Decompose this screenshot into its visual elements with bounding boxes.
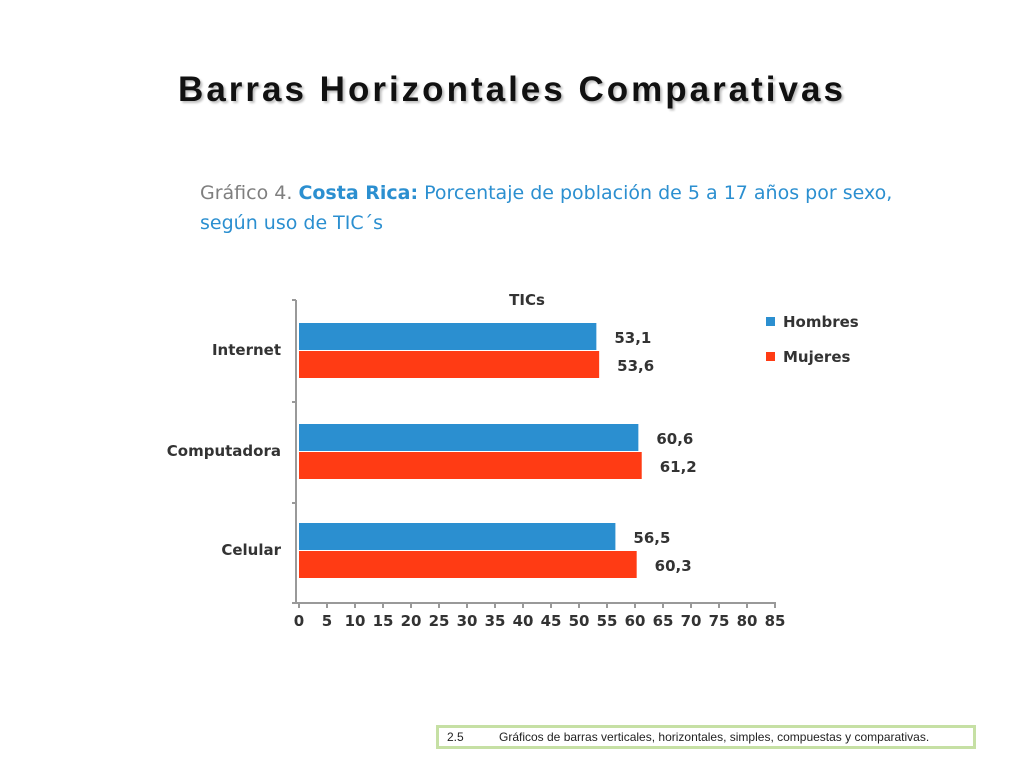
chart-heading-line1: Gráfico 4. Costa Rica: Porcentaje de pob… (200, 178, 900, 208)
x-tick-label-55: 55 (597, 612, 618, 630)
x-tick-label-15: 15 (373, 612, 394, 630)
chart-heading-subject: Porcentaje de población de 5 a 17 años p… (418, 182, 893, 204)
category-label-1: Computadora (167, 442, 281, 460)
x-tick-label-70: 70 (681, 612, 702, 630)
legend-label-hombres: Hombres (783, 313, 859, 331)
x-tick-label-35: 35 (485, 612, 506, 630)
x-tick-label-40: 40 (513, 612, 534, 630)
legend-label-mujeres: Mujeres (783, 348, 850, 366)
value-label-hombres-0: 53,1 (614, 329, 651, 347)
bar-hombres-0 (299, 323, 597, 350)
bar-mujeres-2 (299, 551, 637, 578)
x-tick-label-25: 25 (429, 612, 450, 630)
legend-swatch-mujeres (766, 352, 775, 361)
x-tick-label-20: 20 (401, 612, 422, 630)
x-tick-label-10: 10 (345, 612, 366, 630)
value-label-hombres-1: 60,6 (656, 430, 693, 448)
chart-heading-country: Costa Rica: (298, 182, 419, 204)
value-label-mujeres-0: 53,6 (617, 357, 654, 375)
x-tick-label-5: 5 (322, 612, 332, 630)
x-tick-label-75: 75 (709, 612, 730, 630)
value-label-mujeres-2: 60,3 (655, 557, 692, 575)
bar-hombres-1 (299, 424, 639, 451)
legend-swatch-hombres (766, 317, 775, 326)
slide-title: Barras Horizontales Comparativas (178, 70, 846, 109)
bar-mujeres-0 (299, 351, 600, 378)
section-description: Gráficos de barras verticales, horizonta… (499, 730, 930, 744)
x-tick-label-60: 60 (625, 612, 646, 630)
x-tick-label-45: 45 (541, 612, 562, 630)
category-label-2: Celular (221, 541, 281, 559)
bar-mujeres-1 (299, 452, 642, 479)
chart-heading: Gráfico 4. Costa Rica: Porcentaje de pob… (200, 178, 900, 238)
category-label-0: Internet (212, 341, 281, 359)
bar-hombres-2 (299, 523, 616, 550)
section-footer: 2.5 Gráficos de barras verticales, horiz… (436, 725, 976, 749)
x-tick-label-30: 30 (457, 612, 478, 630)
value-label-hombres-2: 56,5 (633, 529, 670, 547)
x-tick-label-0: 0 (294, 612, 304, 630)
chart-title: TICs (509, 291, 545, 309)
x-tick-label-65: 65 (653, 612, 674, 630)
x-tick-label-80: 80 (737, 612, 758, 630)
x-tick-label-85: 85 (765, 612, 786, 630)
x-tick-label-50: 50 (569, 612, 590, 630)
chart-heading-prefix: Gráfico 4. (200, 182, 299, 204)
chart-heading-line2: según uso de TIC´s (200, 212, 384, 234)
section-number: 2.5 (447, 730, 464, 744)
value-label-mujeres-1: 61,2 (660, 458, 697, 476)
